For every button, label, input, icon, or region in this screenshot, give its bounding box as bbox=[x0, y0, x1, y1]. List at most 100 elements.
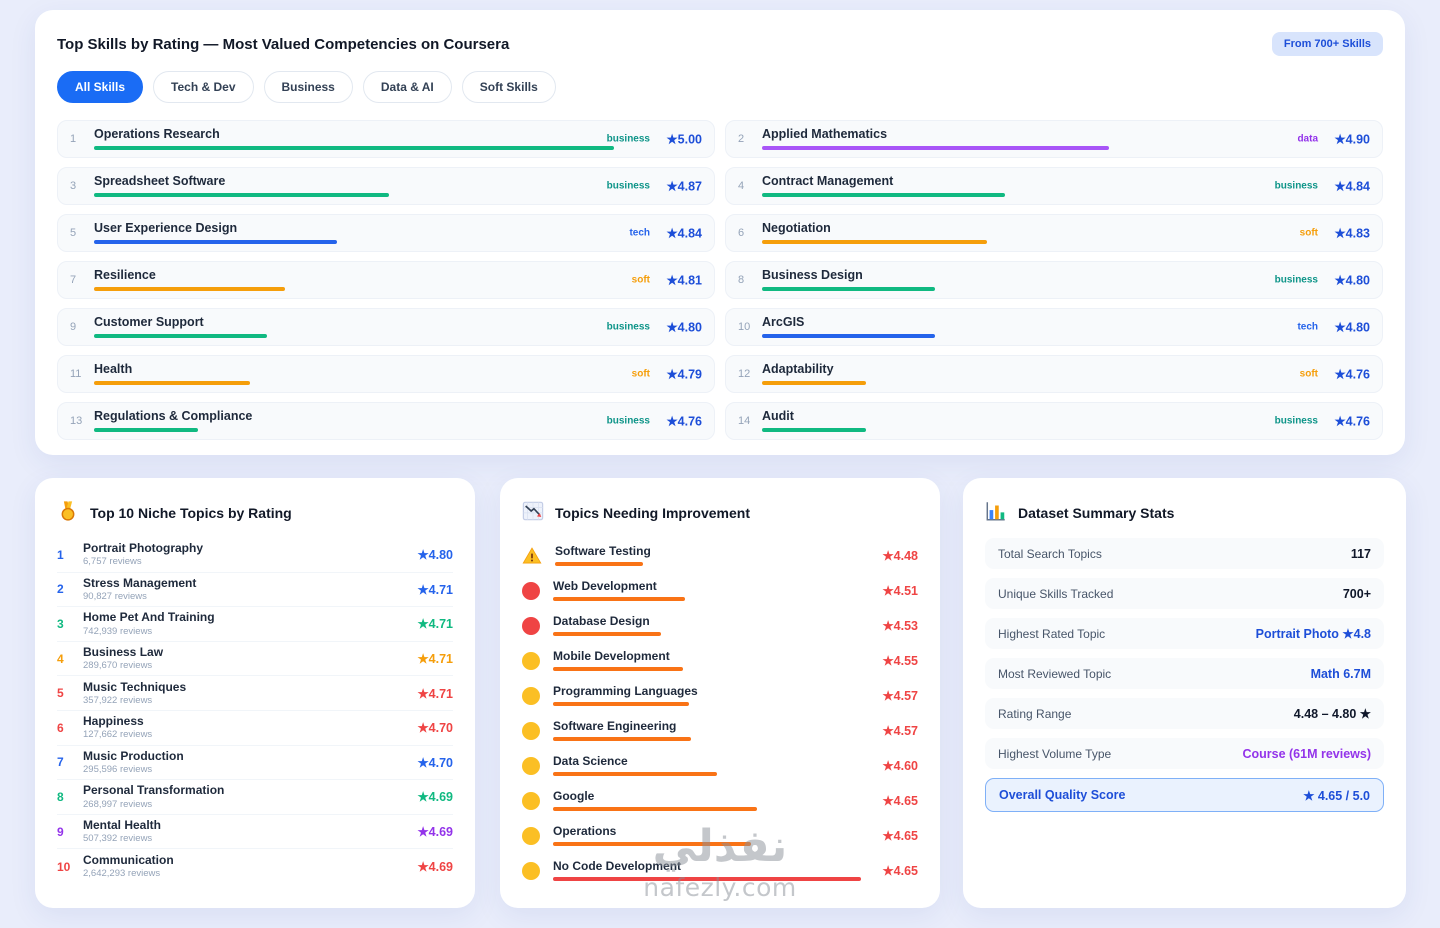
yellow-dot-icon bbox=[522, 826, 540, 845]
stats-list: Total Search Topics 117 Unique Skills Tr… bbox=[985, 538, 1384, 812]
niche-topic-name: Stress Management bbox=[83, 575, 197, 590]
stat-value: Math 6.7M bbox=[1310, 666, 1371, 681]
skill-category-tag: data bbox=[1297, 133, 1318, 145]
stat-row: Highest Rated Topic Portrait Photo ★4.8 bbox=[985, 618, 1384, 649]
skill-name: Resilience bbox=[94, 268, 156, 283]
yellow-dot-icon bbox=[522, 861, 540, 880]
niche-review-count: 357,922 reviews bbox=[83, 694, 153, 706]
tab-soft-skills[interactable]: Soft Skills bbox=[461, 71, 556, 103]
improvement-topic-row: Software Engineering ★4.57 bbox=[522, 713, 918, 748]
skill-rating: ★4.80 bbox=[1334, 320, 1370, 335]
yellow-dot-icon bbox=[522, 791, 540, 810]
skill-main: Customer Support bbox=[94, 309, 702, 345]
niche-topic-name: Portrait Photography bbox=[83, 541, 204, 556]
tab-all-skills[interactable]: All Skills bbox=[57, 71, 144, 103]
skill-rank: 2 bbox=[738, 133, 745, 145]
overall-quality-value: ★ 4.65 / 5.0 bbox=[1303, 788, 1370, 803]
niche-topic-name: Home Pet And Training bbox=[83, 610, 215, 625]
skill-row: 7 Resilience soft ★4.81 bbox=[57, 261, 715, 299]
skill-rank: 7 bbox=[70, 274, 77, 286]
skill-rating-bar bbox=[94, 427, 198, 432]
skill-main: Regulations & Compliance bbox=[94, 403, 702, 439]
improvement-topic-row: Mobile Development ★4.55 bbox=[522, 643, 918, 678]
skill-rating: ★4.80 bbox=[666, 320, 702, 335]
niche-review-count: 742,939 reviews bbox=[83, 625, 153, 637]
skill-row: 4 Contract Management business ★4.84 bbox=[725, 167, 1383, 205]
tab-data-ai[interactable]: Data & AI bbox=[362, 71, 452, 103]
skill-rating-bar bbox=[94, 239, 337, 244]
top-skills-header: Top Skills by Rating — Most Valued Compe… bbox=[57, 32, 1383, 56]
skill-rating: ★4.79 bbox=[666, 367, 702, 382]
niche-main: Home Pet And Training 742,939 reviews bbox=[83, 610, 417, 637]
skill-name: Negotiation bbox=[762, 221, 831, 236]
stats-rows: Total Search Topics 117 Unique Skills Tr… bbox=[985, 538, 1384, 769]
skill-name: Spreadsheet Software bbox=[94, 174, 226, 189]
niche-review-count: 6,757 reviews bbox=[83, 556, 142, 568]
improve-topic-name: Web Development bbox=[553, 578, 657, 593]
skill-row: 9 Customer Support business ★4.80 bbox=[57, 308, 715, 346]
niche-rating: ★4.71 bbox=[417, 617, 453, 632]
skill-filter-tabs: All Skills Tech & Dev Business Data & AI… bbox=[57, 71, 1383, 103]
improve-topic-name: Programming Languages bbox=[553, 683, 698, 698]
niche-topics-list: 1 Portrait Photography 6,757 reviews ★4.… bbox=[57, 538, 453, 884]
skill-rank: 11 bbox=[70, 368, 82, 380]
skill-main: Resilience bbox=[94, 262, 702, 298]
improve-bar bbox=[553, 877, 861, 882]
improve-topic-name: Data Science bbox=[553, 753, 628, 768]
improvement-topic-row: Programming Languages ★4.57 bbox=[522, 678, 918, 713]
improve-rating: ★4.65 bbox=[882, 864, 918, 878]
niche-topic-row: 3 Home Pet And Training 742,939 reviews … bbox=[57, 607, 453, 642]
stat-row: Unique Skills Tracked 700+ bbox=[985, 578, 1384, 609]
improve-topic-name: No Code Development bbox=[553, 858, 682, 873]
skill-rank: 6 bbox=[738, 227, 745, 239]
improve-rating: ★4.51 bbox=[882, 584, 918, 598]
tab-label: Data & AI bbox=[380, 80, 434, 94]
skill-row: 1 Operations Research business ★5.00 bbox=[57, 120, 715, 158]
niche-topic-row: 4 Business Law 289,670 reviews ★4.71 bbox=[57, 642, 453, 677]
niche-topics-card: Top 10 Niche Topics by Rating 1 Portrait… bbox=[35, 478, 475, 908]
niche-topic-name: Music Techniques bbox=[83, 679, 187, 694]
tab-label: All Skills bbox=[75, 80, 126, 94]
skill-rating-bar bbox=[762, 286, 935, 291]
chart-decrease-icon bbox=[522, 500, 544, 527]
niche-rating: ★4.71 bbox=[417, 686, 453, 701]
skill-category-tag: soft bbox=[1299, 227, 1318, 239]
niche-rating: ★4.71 bbox=[417, 582, 453, 597]
skill-name: Business Design bbox=[762, 268, 863, 283]
skill-rating: ★4.90 bbox=[1334, 132, 1370, 147]
stat-value: 700+ bbox=[1342, 586, 1371, 601]
overall-quality-label: Overall Quality Score bbox=[999, 788, 1126, 802]
improve-rating: ★4.55 bbox=[882, 654, 918, 668]
skill-name: Operations Research bbox=[94, 127, 220, 142]
skill-main: Audit bbox=[762, 403, 1370, 439]
stat-row: Total Search Topics 117 bbox=[985, 538, 1384, 569]
top-skills-card: Top Skills by Rating — Most Valued Compe… bbox=[35, 10, 1405, 455]
bar-chart-icon bbox=[985, 500, 1007, 527]
stat-label: Highest Rated Topic bbox=[998, 626, 1106, 641]
skill-category-tag: business bbox=[606, 415, 650, 427]
niche-rank: 8 bbox=[57, 789, 64, 804]
tab-label: Tech & Dev bbox=[171, 80, 236, 94]
improve-rating: ★4.57 bbox=[882, 724, 918, 738]
skill-rating: ★4.76 bbox=[1334, 367, 1370, 382]
improve-bar bbox=[553, 597, 685, 602]
improve-main: Data Science bbox=[553, 753, 882, 777]
skill-rating-bar bbox=[762, 427, 866, 432]
skill-row: 6 Negotiation soft ★4.83 bbox=[725, 214, 1383, 252]
improvement-card-title: Topics Needing Improvement bbox=[555, 505, 750, 521]
skill-rating-bar bbox=[762, 145, 1109, 150]
red-dot-icon bbox=[522, 581, 540, 600]
skill-rank: 13 bbox=[70, 415, 83, 427]
niche-main: Stress Management 90,827 reviews bbox=[83, 575, 417, 602]
skill-rank: 14 bbox=[738, 415, 751, 427]
skill-row: 14 Audit business ★4.76 bbox=[725, 402, 1383, 440]
skill-rating: ★4.84 bbox=[1334, 179, 1370, 194]
skill-rank: 8 bbox=[738, 274, 745, 286]
tab-label: Business bbox=[281, 80, 335, 94]
tab-tech-dev[interactable]: Tech & Dev bbox=[153, 71, 254, 103]
skill-main: Contract Management bbox=[762, 168, 1370, 204]
niche-topic-name: Music Production bbox=[83, 748, 184, 763]
tab-business[interactable]: Business bbox=[263, 71, 353, 103]
stat-value: Course (61M reviews) bbox=[1242, 746, 1371, 761]
stats-card-header: Dataset Summary Stats bbox=[985, 500, 1384, 526]
